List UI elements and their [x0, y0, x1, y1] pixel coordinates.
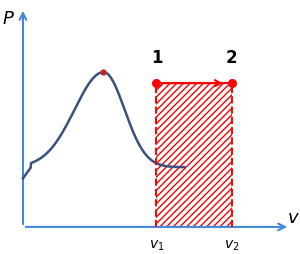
- Text: v: v: [287, 209, 298, 227]
- Text: $v_2$: $v_2$: [224, 239, 239, 253]
- Text: $v_1$: $v_1$: [149, 239, 164, 253]
- Text: 2: 2: [226, 49, 237, 67]
- Text: 1: 1: [151, 49, 162, 67]
- Text: P: P: [2, 10, 13, 28]
